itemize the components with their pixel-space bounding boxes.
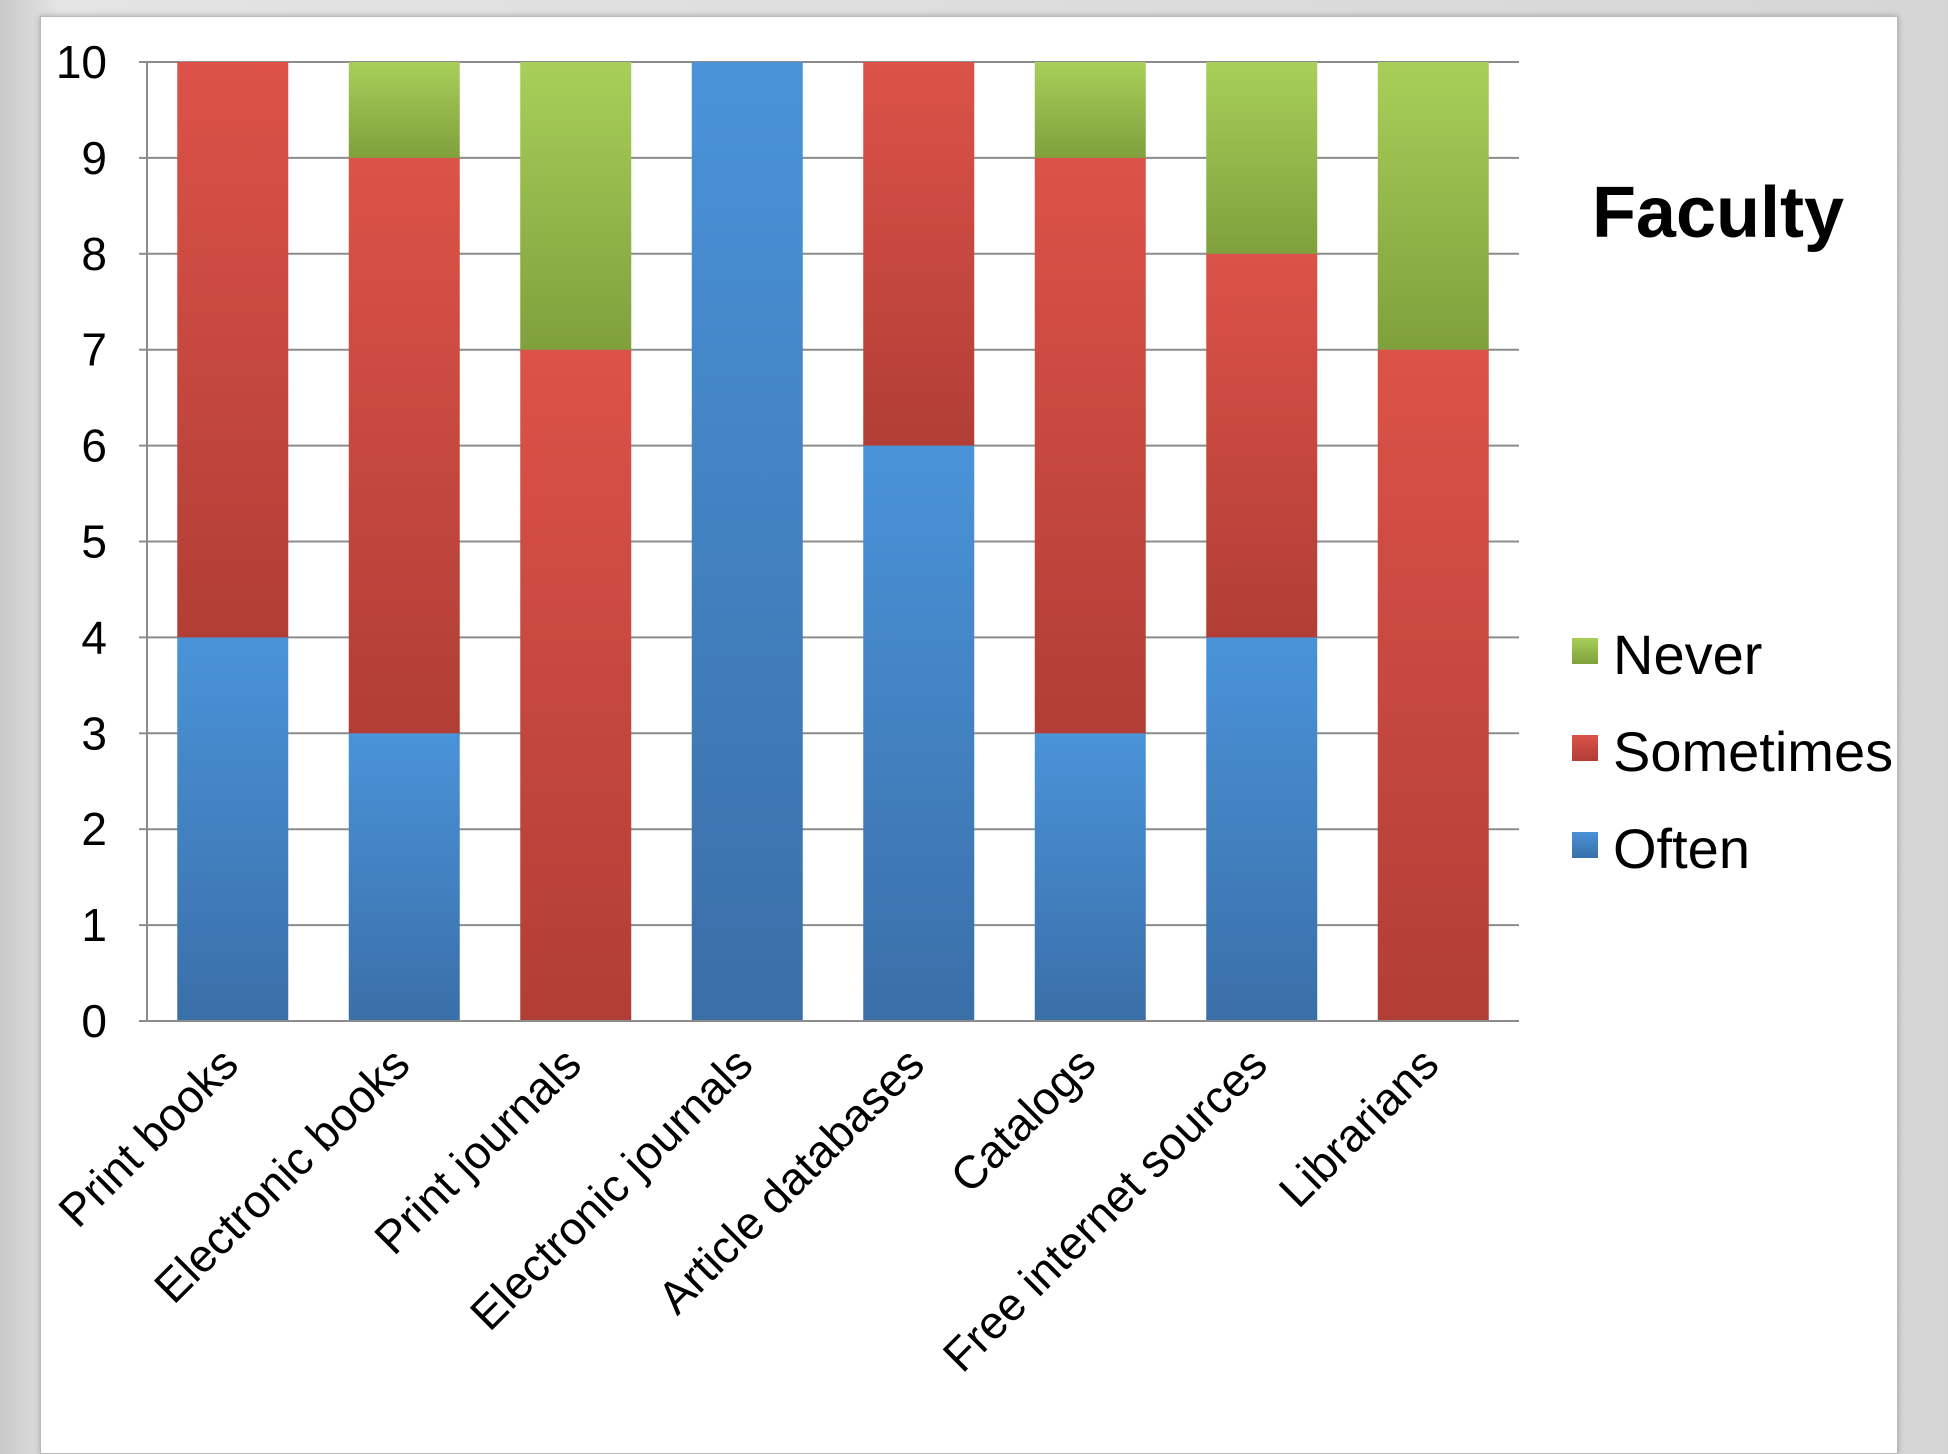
bar-sometimes-7 (1206, 253, 1318, 638)
bar-often-2 (348, 733, 460, 1021)
chart-title: Faculty (1592, 173, 1844, 253)
bar-never-8 (1377, 62, 1489, 350)
x-category-label: Catalogs (940, 1037, 1105, 1202)
y-tick-label: 6 (81, 420, 107, 472)
legend: Never Sometimes Often (1572, 623, 1893, 880)
y-tick-label: 9 (81, 132, 107, 184)
legend-swatch-often (1572, 832, 1598, 858)
legend-swatch-never (1572, 638, 1598, 664)
bar-sometimes-5 (863, 62, 975, 446)
bar-sometimes-6 (1034, 157, 1146, 734)
x-category-label: Free internet sources (933, 1037, 1277, 1381)
x-category-label: Librarians (1269, 1037, 1449, 1217)
y-tick-label: 1 (81, 899, 107, 951)
bar-never-7 (1206, 62, 1318, 254)
bar-sometimes-2 (348, 157, 460, 734)
y-tick-label: 3 (81, 707, 107, 759)
bar-never-6 (1034, 62, 1146, 158)
legend-swatch-sometimes (1572, 735, 1598, 761)
bar-sometimes-3 (520, 349, 632, 1021)
bar-never-2 (348, 62, 460, 158)
y-tick-label: 8 (81, 228, 107, 280)
y-tick-label: 5 (81, 516, 107, 568)
legend-label-often: Often (1613, 817, 1750, 880)
y-tick-label: 2 (81, 803, 107, 855)
x-category-label: Electronic journals (460, 1037, 763, 1340)
bar-sometimes-1 (177, 62, 289, 638)
bar-often-5 (863, 445, 975, 1022)
bars (177, 62, 1489, 1022)
bar-often-7 (1206, 637, 1318, 1021)
bar-often-6 (1034, 733, 1146, 1021)
bar-never-3 (520, 62, 632, 350)
y-tick-label: 10 (56, 36, 107, 88)
y-tick-label: 7 (81, 324, 107, 376)
y-tick-label: 0 (81, 995, 107, 1047)
bar-sometimes-8 (1377, 349, 1489, 1021)
y-tick-label: 4 (81, 611, 107, 663)
bar-often-4 (691, 62, 803, 1021)
bar-often-1 (177, 637, 289, 1021)
legend-label-sometimes: Sometimes (1613, 720, 1893, 783)
legend-label-never: Never (1613, 623, 1762, 686)
